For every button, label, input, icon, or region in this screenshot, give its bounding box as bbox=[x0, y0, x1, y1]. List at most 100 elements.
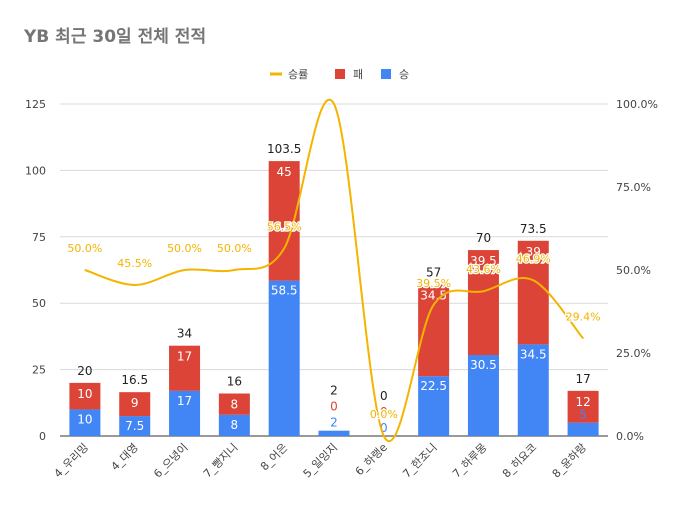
y2-tick-label: 100.0% bbox=[616, 98, 658, 111]
bar-win-label: 58.5 bbox=[271, 284, 298, 298]
win-rate-point bbox=[84, 269, 86, 271]
win-rate-point bbox=[383, 435, 385, 437]
bar-win bbox=[517, 344, 549, 436]
bar-win bbox=[169, 390, 201, 436]
bar-loss-label: 39 bbox=[526, 245, 541, 259]
bar-loss-label: 0 bbox=[380, 405, 388, 419]
y-tick-label: 100 bbox=[25, 164, 46, 177]
x-tick-label: 5_일잉지 bbox=[300, 440, 340, 480]
bar-win bbox=[268, 280, 300, 436]
win-rate-point bbox=[283, 247, 285, 249]
win-rate-point bbox=[582, 337, 584, 339]
bar-total-label: 34 bbox=[177, 327, 192, 341]
win-rate-point bbox=[134, 284, 136, 286]
bar-loss bbox=[218, 393, 250, 415]
bar-loss-label: 8 bbox=[231, 398, 239, 412]
bar-loss-label: 17 bbox=[177, 350, 192, 364]
y-tick-label: 25 bbox=[32, 364, 46, 377]
bar-win bbox=[567, 422, 599, 436]
x-tick-label: 8_어은 bbox=[258, 441, 290, 473]
x-tick-label: 8_윤하랑 bbox=[549, 440, 589, 480]
x-tick-label: 7_한조니 bbox=[400, 441, 439, 480]
bar-loss bbox=[119, 392, 151, 417]
bar-loss-label: 10 bbox=[77, 387, 92, 401]
bar-total-label: 20 bbox=[77, 364, 92, 378]
bar-loss bbox=[169, 345, 201, 391]
x-tick-label: 4_대영 bbox=[108, 441, 140, 473]
win-rate-label: 39.5% bbox=[416, 277, 451, 290]
bar-win-label: 17 bbox=[177, 394, 192, 408]
bar-win-label: 22.5 bbox=[420, 379, 447, 393]
bar-win-label: 2 bbox=[330, 416, 338, 430]
x-tick-label: 4_우리밍 bbox=[52, 441, 91, 480]
bar-win-label: 7.5 bbox=[125, 419, 144, 433]
bar-win-label: 5 bbox=[579, 408, 587, 422]
bar-total-label: 57 bbox=[426, 266, 441, 280]
bar-win-label: 34.5 bbox=[520, 347, 547, 361]
y-tick-label: 125 bbox=[25, 98, 46, 111]
bar-loss-label: 45 bbox=[277, 165, 292, 179]
legend-label: 승 bbox=[399, 68, 409, 81]
win-rate-label: 50.0% bbox=[67, 242, 102, 255]
bar-win bbox=[119, 416, 151, 436]
bar-win-label: 30.5 bbox=[470, 358, 497, 372]
x-tick-label: 8_히요코 bbox=[499, 440, 539, 480]
win-rate-point bbox=[184, 269, 186, 271]
y-tick-label: 75 bbox=[32, 231, 46, 244]
bar-loss-label: 39.5 bbox=[470, 254, 497, 268]
win-rate-point bbox=[433, 304, 435, 306]
bar-loss bbox=[467, 250, 499, 355]
bar-total-label: 103.5 bbox=[267, 142, 301, 156]
bar-loss-label: 0 bbox=[330, 400, 338, 414]
bar-total-label: 17 bbox=[575, 372, 590, 386]
win-rate-point bbox=[482, 290, 484, 292]
bar-win bbox=[69, 409, 101, 436]
bar-win bbox=[218, 414, 250, 436]
y-tick-label: 0 bbox=[39, 430, 46, 443]
win-rate-label: 0.0% bbox=[370, 408, 398, 421]
chart-title: YB 최근 30일 전체 전적 bbox=[24, 27, 207, 47]
bar-total-label: 2 bbox=[330, 384, 338, 398]
bar-total-label: 16.5 bbox=[121, 373, 148, 387]
bar-win-label: 8 bbox=[231, 418, 239, 432]
win-rate-point bbox=[532, 279, 534, 281]
win-rate-label: 56.5% bbox=[267, 220, 302, 233]
bar-win bbox=[318, 430, 350, 436]
win-rate-label: 50.0% bbox=[167, 242, 202, 255]
win-rate-point bbox=[233, 269, 235, 271]
bar-win-label: 10 bbox=[77, 412, 92, 426]
bar-total-label: 73.5 bbox=[520, 222, 547, 236]
bar-loss-label: 12 bbox=[575, 395, 590, 409]
legend-label: 승률 bbox=[288, 68, 308, 81]
x-tick-label: 7_하루몽 bbox=[449, 440, 489, 480]
bar-win bbox=[467, 354, 499, 436]
bar-win-label: 0 bbox=[380, 421, 388, 435]
win-rate-label: 43.6% bbox=[466, 263, 501, 276]
x-tick-label: 7_빵지니 bbox=[201, 441, 240, 480]
legend-swatch bbox=[381, 69, 391, 79]
bar-total-label: 16 bbox=[227, 375, 242, 389]
win-rate-label: 29.4% bbox=[566, 310, 601, 323]
bar-win bbox=[418, 376, 450, 436]
bar-loss bbox=[517, 240, 549, 345]
bar-loss bbox=[69, 382, 101, 410]
bar-loss bbox=[567, 390, 599, 423]
bar-loss-label: 9 bbox=[131, 396, 139, 410]
x-tick-label: 6_하랭e bbox=[352, 440, 390, 478]
y2-tick-label: 75.0% bbox=[616, 181, 651, 194]
win-rate-label: 50.0% bbox=[217, 242, 252, 255]
y2-tick-label: 0.0% bbox=[616, 430, 644, 443]
bar-loss-label: 34.5 bbox=[420, 289, 447, 303]
bar-total-label: 0 bbox=[380, 389, 388, 403]
bar-total-label: 70 bbox=[476, 231, 491, 245]
legend-label: 패 bbox=[353, 68, 363, 81]
y2-tick-label: 50.0% bbox=[616, 264, 651, 277]
legend-swatch bbox=[335, 69, 345, 79]
y-tick-label: 50 bbox=[32, 297, 46, 310]
x-tick-label: 6_으녕이 bbox=[151, 441, 190, 480]
win-rate-label: 46.9% bbox=[516, 252, 551, 265]
win-rate-label: 45.5% bbox=[117, 257, 152, 270]
y2-tick-label: 25.0% bbox=[616, 347, 651, 360]
